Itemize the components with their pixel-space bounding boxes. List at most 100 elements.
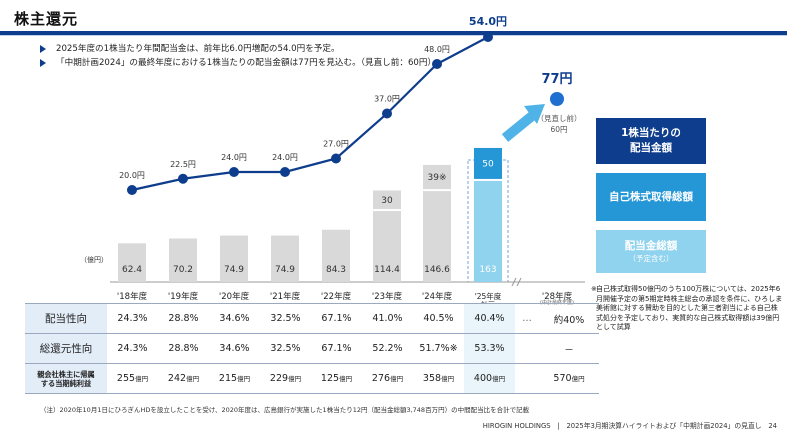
unit-label: （億円） (80, 255, 108, 264)
row-label: 配当性向 (25, 303, 107, 334)
forecast-note: （見直し前） (537, 113, 582, 123)
table-cell: 255億円 (116, 373, 149, 384)
buyback-bar (423, 164, 451, 190)
growth-arrow-head (524, 104, 545, 124)
table-cell (515, 364, 539, 394)
growth-arrow (501, 112, 536, 142)
table-cell: 242億円 (167, 373, 200, 384)
dividend-label: 84.3 (326, 265, 346, 275)
table-cell: 276億円 (371, 373, 404, 384)
dps-label: 37.0円 (374, 95, 400, 104)
dps-label: 54.0円 (469, 15, 507, 28)
triangle-bullet-icon (40, 59, 46, 67)
dividend-label: 70.2 (173, 265, 193, 275)
table-cell: 40.4% (464, 303, 515, 334)
buyback-bar (373, 190, 401, 210)
table-cell: 53.3% (464, 333, 515, 364)
buyback-note: ※ 自己株式取得50億円のうち100万株については、2025年6月開催予定の第5… (591, 285, 783, 332)
category-note: (中計最終年度) (540, 299, 574, 306)
dps-point (127, 185, 137, 195)
dps-point (178, 173, 188, 184)
dps-label: 24.0円 (272, 153, 298, 162)
category-label: '24年度 (422, 291, 453, 302)
dividend-bar (118, 243, 146, 282)
table-row-total-return-ratio: 総還元性向 24.3% 28.8% 34.6% 32.5% 67.1% 52.2… (25, 333, 599, 364)
table-cell: 28.8% (168, 313, 199, 324)
dividend-bar (322, 229, 350, 282)
title-underline-light (0, 35, 787, 36)
table-cell: 40.5% (423, 313, 454, 324)
dps-line (131, 36, 489, 192)
dividend-label: 74.9 (275, 265, 295, 275)
legend-buyback: 自己株式取得総額 (596, 173, 706, 221)
dividend-bar (423, 191, 451, 282)
title-underline (0, 31, 787, 35)
dividend-bar (373, 211, 401, 282)
dps-point (382, 108, 392, 119)
dps-label: 22.5円 (170, 160, 196, 169)
table-cell: 32.5% (270, 313, 301, 324)
ratio-table: 配当性向 24.3% 28.8% 34.6% 32.5% 67.1% 41.0%… (25, 303, 599, 394)
dps-point (331, 153, 341, 164)
bullet-list: 2025年度の1株当たり年間配当金は、前年比6.0円増配の54.0円を予定。 「… (40, 42, 436, 70)
buyback-label: 39※ (428, 173, 447, 183)
bullet-item: 「中期計画2024」の最終年度における1株当たりの配当金額は77円を見込む。（見… (40, 56, 436, 70)
dividend-label: 74.9 (224, 265, 244, 275)
category-label: '25年度 (475, 291, 502, 301)
table-cell: 229億円 (269, 373, 302, 384)
axis-break-mark (511, 277, 517, 287)
dividend-label: 62.4 (122, 265, 142, 275)
forecast-note: 60円 (550, 125, 567, 134)
footnote: （注）2020年10月1日にひろぎんHDを設立したことを受け、2020年度は、広… (40, 406, 530, 414)
table-cell: 34.6% (219, 343, 250, 354)
axis-break-mark (516, 277, 522, 287)
table-cell: 28.8% (168, 343, 199, 354)
table-cell: 52.2% (372, 343, 403, 354)
table-cell: 570億円 (553, 373, 585, 384)
dps-label: 20.0円 (119, 171, 145, 180)
table-cell: 215億円 (218, 373, 251, 384)
table-cell: … (522, 313, 532, 324)
table-cell: 51.7%※ (419, 343, 458, 354)
footer: HIROGIN HOLDINGS | 2025年3月期決算ハイライトおよび「中期… (482, 422, 777, 430)
table-cell (515, 334, 539, 364)
dividend-bar (474, 180, 502, 282)
table-cell: 67.1% (321, 313, 352, 324)
table-cell: 67.1% (321, 343, 352, 354)
table-row-payout-ratio: 配当性向 24.3% 28.8% 34.6% 32.5% 67.1% 41.0%… (25, 303, 599, 334)
row-label: 総還元性向 (25, 333, 107, 364)
buyback-bar (474, 147, 502, 179)
category-label: '23年度 (372, 291, 403, 302)
page-title: 株主還元 (14, 10, 79, 28)
dps-point (483, 32, 493, 42)
row-label: 親会社株主に帰属 する当期純利益 (25, 363, 107, 394)
triangle-bullet-icon (40, 45, 46, 53)
category-label: '19年度 (168, 291, 199, 302)
dps-point (280, 167, 290, 177)
category-label: '20年度 (219, 291, 250, 302)
dps-target-label: 77円 (541, 72, 572, 87)
category-label: '21年度 (270, 291, 301, 302)
category-label: '22年度 (321, 291, 352, 302)
dividend-bar (220, 235, 248, 282)
buyback-label: 30 (381, 196, 393, 206)
dividend-bar (271, 235, 299, 282)
dps-point (229, 167, 239, 177)
table-cell: 358億円 (422, 373, 455, 384)
table-cell: 約40% (553, 314, 585, 326)
dividend-label: 163 (479, 265, 496, 275)
table-row-net-income: 親会社株主に帰属 する当期純利益 255億円 242億円 215億円 229億円 … (25, 363, 599, 394)
dps-target-point (550, 92, 564, 106)
legend-dps: 1株当たりの 配当金額 (596, 118, 706, 164)
dps-point (432, 59, 442, 69)
buyback-label: 50 (482, 159, 494, 169)
table-cell: － (564, 344, 574, 356)
dividend-bar (169, 238, 197, 282)
dps-label: 27.0円 (323, 140, 349, 149)
dps-label: 24.0円 (221, 153, 247, 162)
table-cell: 32.5% (270, 343, 301, 354)
category-label: '18年度 (117, 291, 148, 302)
table-cell: 34.6% (219, 313, 250, 324)
table-cell: 400億円 (464, 363, 515, 394)
